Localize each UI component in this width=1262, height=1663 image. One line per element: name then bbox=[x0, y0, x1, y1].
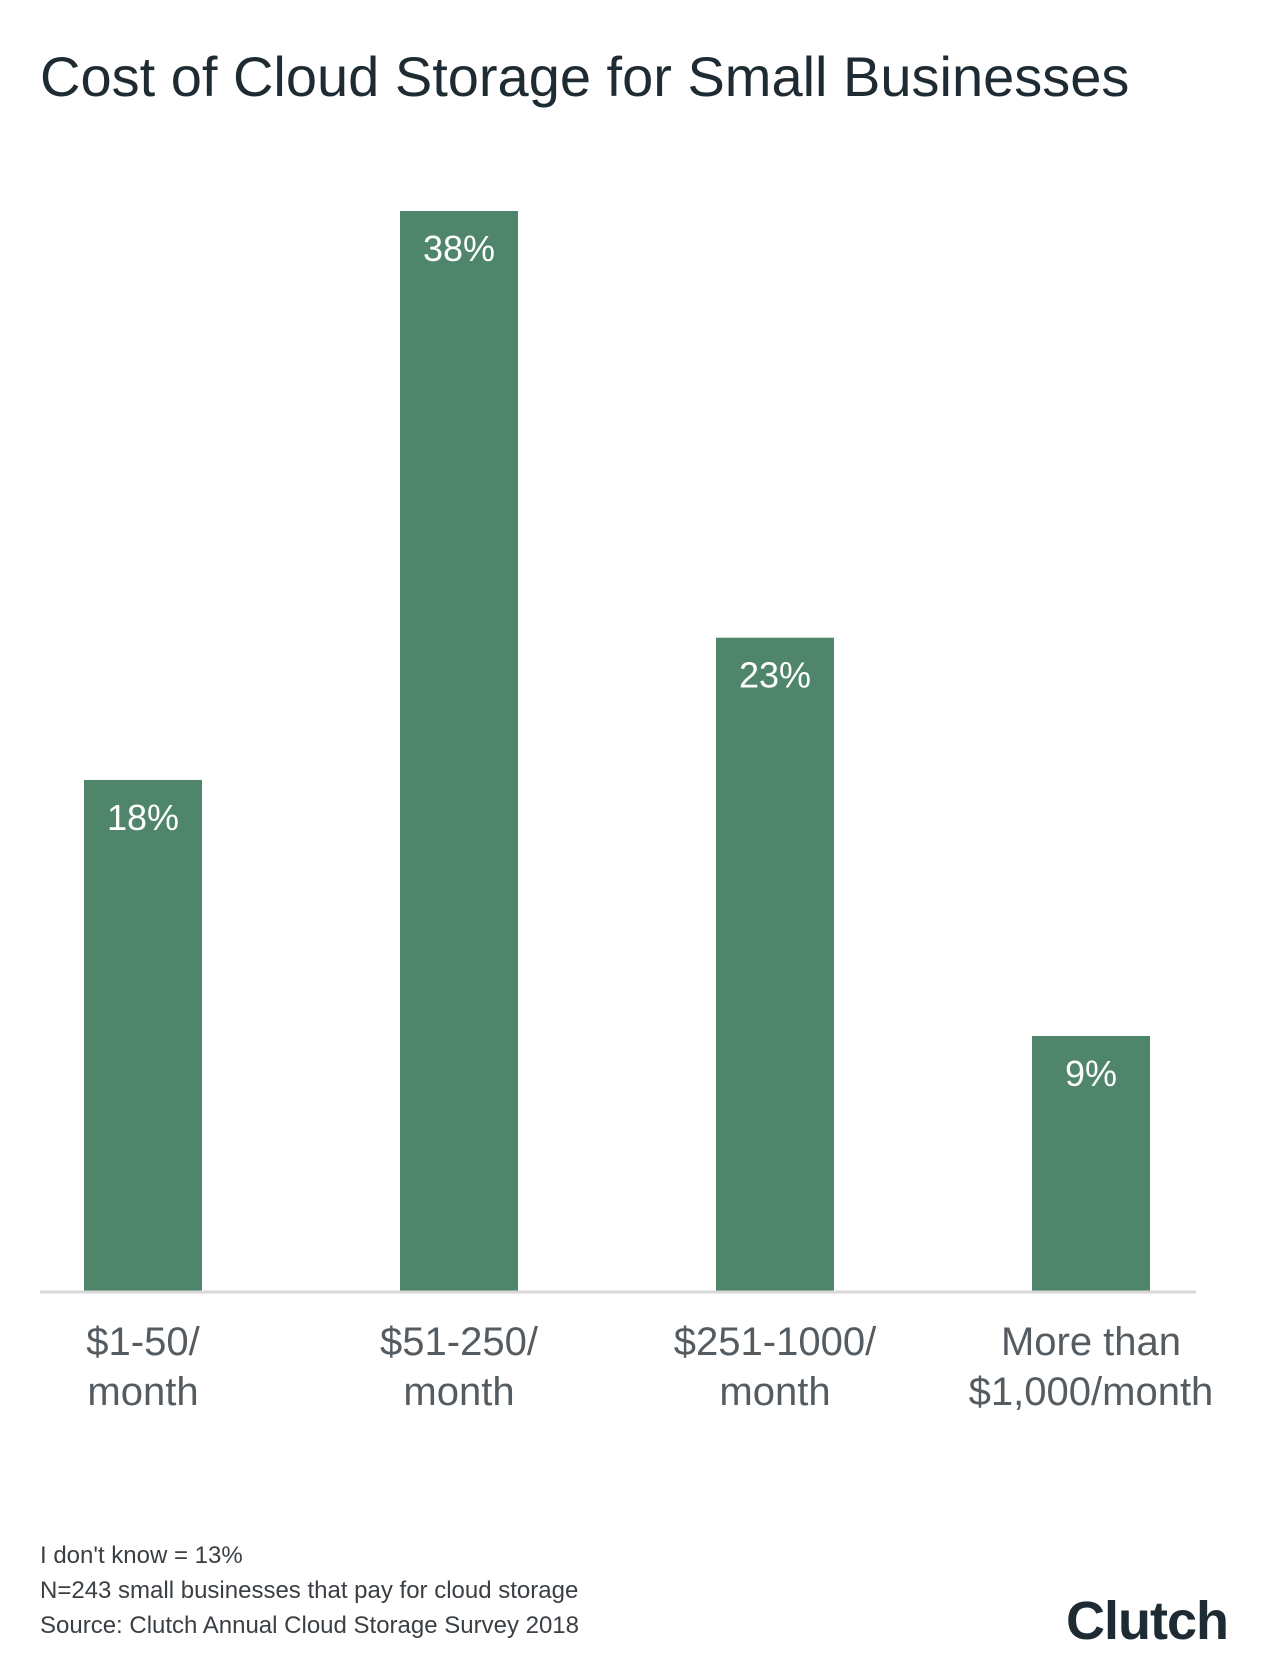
bar-2 bbox=[400, 211, 518, 1292]
footnote-sample-size: N=243 small businesses that pay for clou… bbox=[40, 1577, 579, 1604]
x-tick-label-2: $51-250/month bbox=[380, 1320, 539, 1414]
bar-1 bbox=[84, 779, 202, 1292]
bar-value-label-3: 23% bbox=[739, 655, 811, 696]
bar-value-label-2: 38% bbox=[423, 228, 495, 269]
x-tick-label-1: $1-50/month bbox=[86, 1320, 200, 1414]
footnotes: I don't know = 13% N=243 small businesse… bbox=[40, 1538, 579, 1643]
footnote-dont-know: I don't know = 13% bbox=[40, 1542, 243, 1569]
bar-value-label-1: 18% bbox=[107, 797, 179, 838]
bar-value-label-4: 9% bbox=[1065, 1053, 1117, 1094]
bar-chart: 18% 38% 23% 9% $1-50/month $51-250/month $251… bbox=[40, 211, 1214, 1414]
bar-4 bbox=[1032, 1035, 1150, 1292]
logo-text: Clutch bbox=[1066, 1591, 1229, 1651]
x-tick-label-3: $251-1000/month bbox=[674, 1320, 877, 1414]
bar-3 bbox=[716, 637, 834, 1292]
clutch-logo: Clutch bbox=[1066, 1590, 1229, 1652]
x-tick-label-4: More than $1,000/month bbox=[969, 1320, 1214, 1414]
footnote-source: Source: Clutch Annual Cloud Storage Surv… bbox=[40, 1612, 580, 1639]
chart-title: Cost of Cloud Storage for Small Business… bbox=[40, 45, 1130, 108]
